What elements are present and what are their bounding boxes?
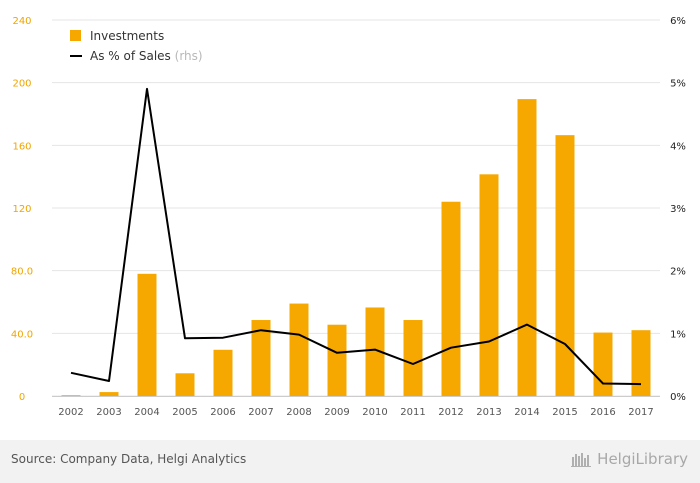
bar-investments: [365, 307, 385, 396]
library-icon: [571, 453, 592, 467]
y-left-tick-label: 40.0: [11, 329, 33, 340]
bar-investments: [327, 324, 347, 396]
y-right-tick-label: 5%: [670, 79, 686, 90]
x-tick-label: 2004: [134, 407, 159, 418]
y-right-tick-label: 1%: [670, 329, 686, 340]
x-tick-label: 2008: [286, 407, 311, 418]
y-right-tick-label: 4%: [670, 141, 686, 152]
line-sales-share: [70, 87, 642, 386]
bar-investments: [61, 395, 81, 396]
x-tick-label: 2013: [476, 407, 501, 418]
bar-investments: [175, 373, 195, 396]
bar-investments: [441, 201, 461, 396]
bar-investments: [99, 392, 119, 396]
x-tick-label: 2015: [552, 407, 577, 418]
x-tick-label: 2002: [58, 407, 83, 418]
y-left-tick-label: 240: [12, 16, 31, 27]
footer: Source: Company Data, Helgi Analytics He…: [0, 440, 700, 483]
y-left-tick-label: 0: [19, 392, 25, 403]
source-note: Source: Company Data, Helgi Analytics: [11, 452, 247, 466]
bar-investments: [251, 320, 271, 396]
legend-label-investments: Investments: [90, 29, 164, 43]
bar-investments: [517, 99, 537, 396]
x-tick-label: 2014: [514, 407, 539, 418]
x-tick-label: 2003: [96, 407, 121, 418]
x-tick-label: 2012: [438, 407, 463, 418]
helgi-logo: HelgiLibrary: [571, 450, 688, 468]
x-tick-label: 2006: [210, 407, 235, 418]
y-left-tick-label: 120: [12, 204, 31, 215]
bar-investments: [555, 135, 575, 396]
bar-investments: [631, 330, 651, 396]
x-tick-label: 2011: [400, 407, 425, 418]
x-tick-label: 2016: [590, 407, 615, 418]
x-tick-label: 2007: [248, 407, 273, 418]
y-left-tick-label: 200: [12, 79, 31, 90]
bar-investments: [289, 303, 309, 396]
y-right-tick-label: 3%: [670, 204, 686, 215]
chart: 0 40.0 80.0 120 160 200 240 0% 1% 2% 3% 4% 5% 6% 2002 2…: [11, 16, 686, 418]
x-tick-label: 2010: [362, 407, 387, 418]
y-left-tick-label: 160: [12, 141, 31, 152]
x-tick-label: 2009: [324, 407, 349, 418]
y-right-tick-label: 2%: [670, 267, 686, 278]
y-left-tick-label: 80.0: [11, 267, 33, 278]
legend-label-sales-share: As % of Sales (rhs): [90, 49, 203, 63]
y-right-tick-label: 6%: [670, 16, 686, 27]
bar-investments: [213, 349, 233, 396]
bar-investments: [479, 174, 499, 396]
bar-investments: [137, 273, 157, 396]
y-right-tick-label: 0%: [670, 392, 686, 403]
logo-text: HelgiLibrary: [597, 450, 688, 468]
x-tick-label: 2005: [172, 407, 197, 418]
legend-rhs-note: (rhs): [175, 49, 203, 63]
legend-series-name: As % of Sales: [90, 49, 175, 63]
x-tick-label: 2017: [628, 407, 653, 418]
legend-swatch-investments: [70, 30, 81, 41]
bar-investments: [593, 332, 613, 396]
bar-investments: [403, 320, 423, 396]
